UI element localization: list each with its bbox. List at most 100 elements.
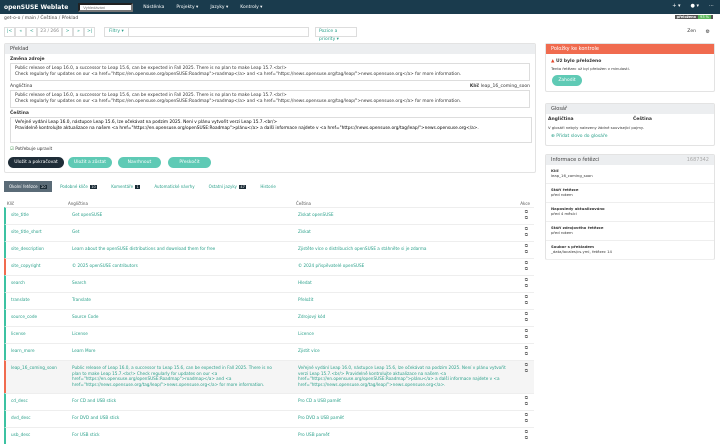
copy-icon[interactable]: ⧉ ⧉ <box>524 396 528 407</box>
top-navbar: openSUSE Weblate Nástěnka Projekty ▾ Jaz… <box>0 0 720 14</box>
menu-dashboard[interactable]: Nástěnka <box>143 4 165 10</box>
row-translation: Hledat <box>298 280 312 285</box>
search-input[interactable] <box>78 2 134 12</box>
next-button[interactable]: > <box>62 27 73 37</box>
source-text: Public release of Leap 16.0, a successor… <box>10 90 530 108</box>
copy-icon[interactable]: ⧉ ⧉ <box>524 329 528 340</box>
first-button[interactable]: |< <box>4 27 16 37</box>
table-row[interactable]: source_code Source Code Zdrojový kód ⧉ ⧉ <box>4 309 534 326</box>
breadcrumb[interactable]: get-o-o / main / Čeština / Překlad <box>4 16 79 21</box>
table-row[interactable]: site_title Get openSUSE Získat openSUSE ⧉ ⧉ <box>4 207 534 224</box>
copy-icon[interactable]: ⧉ ⧉ <box>524 413 528 424</box>
row-key: search <box>11 280 25 285</box>
glossary-panel: Glosář Angličtina Čeština V glosáři nebyl… <box>545 103 715 146</box>
settings-icon[interactable]: ⚙ <box>705 29 710 35</box>
add-glossary-link[interactable]: ⊕ Přidat slovo do glosáře <box>551 134 608 139</box>
tab-1[interactable]: Podobné klíče 10 <box>60 184 98 189</box>
row-source: Get <box>72 229 80 234</box>
tab-0[interactable]: Okolní řetězce 20 <box>4 181 53 192</box>
dismiss-button[interactable]: Zahodit <box>552 75 582 86</box>
prev-fast-button[interactable]: « <box>15 27 27 37</box>
table-row[interactable]: license License Licence ⧉ ⧉ <box>4 326 534 343</box>
panel-title: Překlad <box>5 44 535 54</box>
navigation-toolbar: |< « < 23 / 266 > » >| <box>4 27 96 37</box>
copy-icon[interactable]: ⧉ ⧉ <box>524 227 528 238</box>
copy-icon[interactable]: ⧉ ⧉ <box>524 210 528 221</box>
logo[interactable]: openSUSE Weblate <box>4 3 69 11</box>
tab-3[interactable]: Automatické návrhy <box>154 184 195 189</box>
tab-count: 10 <box>89 185 98 189</box>
needs-editing-checkbox[interactable]: ☑ Potřebuje upravit <box>10 147 53 152</box>
row-key: license <box>11 331 26 336</box>
skip-button[interactable]: Přeskočit <box>168 157 211 168</box>
row-translation: Pro USB paměť <box>298 432 330 437</box>
user-menu[interactable]: ● ▾ <box>690 3 699 9</box>
copy-icon[interactable]: ⧉ ⧉ <box>524 244 528 255</box>
filter-dropdown[interactable]: Filtry ▾ <box>105 28 129 36</box>
row-translation: Veřejné vydání Leap 16.0, nástupce Leap … <box>298 365 506 387</box>
suggest-button[interactable]: Navrhnout <box>118 157 161 168</box>
save-stay-button[interactable]: Uložit a zůstat <box>68 157 112 168</box>
copy-icon[interactable]: ⧉ ⧉ <box>524 295 528 306</box>
status-badge: přeloženo 93 % <box>674 15 713 19</box>
row-translation: Zjistěte více o distribucích openSUSE a … <box>298 246 427 251</box>
table-row[interactable]: site_copyright © 2025 openSUSE contributo… <box>4 258 534 275</box>
menu-languages[interactable]: Jazyky ▾ <box>210 4 229 10</box>
row-key: site_description <box>11 246 44 251</box>
row-translation: Pro DVD a USB paměť <box>298 415 344 420</box>
save-continue-button[interactable]: Uložit a pokračovat <box>8 157 64 168</box>
zen-button[interactable]: Zen <box>687 29 696 34</box>
menu-checks[interactable]: Kontroly ▾ <box>240 4 263 10</box>
add-menu[interactable]: + ▾ <box>672 3 681 9</box>
copy-icon[interactable]: ⧉ ⧉ <box>524 430 528 441</box>
row-source: For CD and USB stick <box>72 398 117 403</box>
tab-5[interactable]: Historie <box>260 184 276 189</box>
table-row[interactable]: usb_desc For USB stick Pro USB paměť ⧉ ⧉ <box>4 427 534 444</box>
table-row[interactable]: search Search Hledat ⧉ ⧉ <box>4 275 534 292</box>
row-key: site_copyright <box>11 263 41 268</box>
tab-count: 47 <box>238 185 247 189</box>
row-translation: Pro CD a USB paměť <box>298 398 341 403</box>
table-row[interactable]: learn_more Learn More Zjistit více ⧉ ⧉ <box>4 343 534 360</box>
info-field: Stáří řetězce před rokem <box>546 184 714 203</box>
row-translation: Přeložit <box>298 297 314 302</box>
copy-icon[interactable]: ⧉ ⧉ <box>524 346 528 357</box>
tab-2[interactable]: Komentáře 1 <box>111 184 141 189</box>
source-change-text: Public release of Leap 16.0, a successor… <box>10 63 530 81</box>
info-field: Soubor s překladem _data/locales/cs.yml, … <box>546 241 714 260</box>
table-row[interactable]: dvd_desc For DVD and USB stick Pro DVD a U… <box>4 410 534 427</box>
table-row[interactable]: cd_desc For CD and USB stick Pro CD a USB … <box>4 393 534 410</box>
row-source: Translate <box>72 297 92 302</box>
copy-icon[interactable]: ⧉ ⧉ <box>524 363 528 374</box>
row-key: source_code <box>11 314 38 319</box>
copy-icon[interactable]: ⧉ ⧉ <box>524 312 528 323</box>
copy-icon[interactable]: ⧉ ⧉ <box>524 278 528 289</box>
sort-dropdown[interactable]: Pozice a priority ▾ <box>315 27 357 42</box>
row-source: Public release of Leap 16.0, a successor… <box>72 365 272 387</box>
table-row[interactable]: site_title_short Get Získat ⧉ ⧉ <box>4 224 534 241</box>
row-translation: Získat openSUSE <box>298 212 334 217</box>
table-row[interactable]: translate Translate Přeložit ⧉ ⧉ <box>4 292 534 309</box>
row-key: leap_16_coming_soon <box>11 365 57 370</box>
table-row[interactable]: site_description Learn about the openSUSE… <box>4 241 534 258</box>
row-translation: Zjistit více <box>298 348 320 353</box>
menu-projects[interactable]: Projekty ▾ <box>176 4 199 10</box>
copy-icon[interactable]: ⧉ ⧉ <box>524 261 528 272</box>
prev-button[interactable]: < <box>26 27 38 37</box>
tab-count: 1 <box>135 185 141 189</box>
row-key: cd_desc <box>11 398 28 403</box>
table-row[interactable]: leap_16_coming_soon Public release of Lea… <box>4 360 534 393</box>
translation-editor[interactable] <box>10 117 532 143</box>
info-field: Stáří zdrojového řetězce před rokem <box>546 222 714 241</box>
czech-label: Čeština <box>10 111 29 116</box>
next-fast-button[interactable]: » <box>73 27 84 37</box>
row-translation: Zdrojový kód <box>298 314 326 319</box>
info-field: Klíč leap_16_coming_soon <box>546 165 714 184</box>
row-translation: © 2024 přispěvatelé openSUSE <box>298 263 365 268</box>
key-value: leap_16_coming_soon <box>480 84 530 89</box>
more-menu[interactable]: ⋯ <box>709 3 714 9</box>
row-source: © 2025 openSUSE contributors <box>72 263 138 268</box>
filter-input[interactable]: Filtry ▾ <box>104 27 309 37</box>
last-button[interactable]: >| <box>84 27 96 37</box>
tab-4[interactable]: Ostatní jazyky 47 <box>208 184 247 189</box>
